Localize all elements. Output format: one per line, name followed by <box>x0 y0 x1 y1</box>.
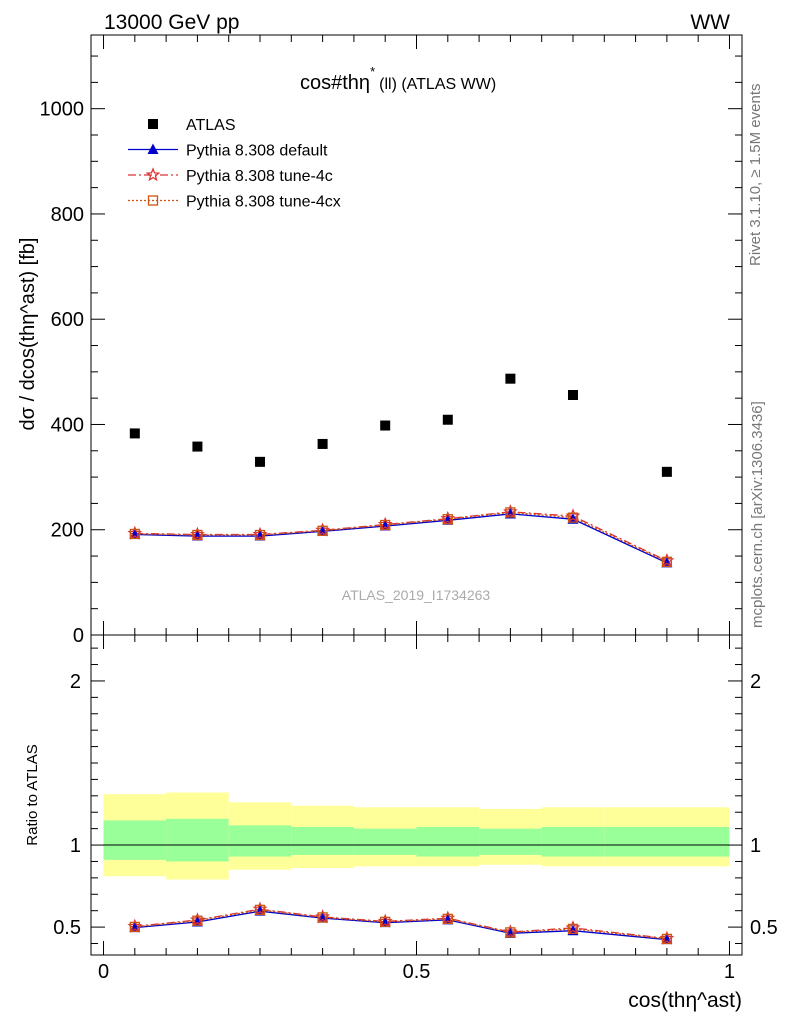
chart-title-main: cos#thη <box>300 72 370 94</box>
x-tick-label: 1 <box>724 961 735 983</box>
main-point-pythia-8-308-tune-4cx <box>661 556 673 567</box>
main-y-tick-label: 600 <box>51 309 84 331</box>
ratio-point-pythia-8-308-tune-4cx <box>505 927 516 938</box>
ratio-stat-band <box>228 825 292 857</box>
main-point-pythia-8-308-tune-4cx <box>567 512 579 523</box>
main-y-tick-label: 800 <box>51 204 84 226</box>
main-panel: 0 200 400 600 800 1000 ATLAS_2019_I1734263 co… <box>17 34 743 647</box>
main-y-tick-label: 0 <box>73 625 84 647</box>
ratio-y-tick-labels: 0.5 0.5 1 1 2 2 <box>53 671 778 939</box>
ratio-stat-band <box>103 820 167 860</box>
main-point-atlas <box>317 438 328 449</box>
analysis-watermark: ATLAS_2019_I1734263 <box>342 587 491 603</box>
ratio-line-pythia-8-308-default <box>134 910 667 941</box>
main-point-atlas <box>192 441 203 452</box>
main-line-pythia-8-308-default <box>134 513 668 564</box>
ratio-y-axis-label: Ratio to ATLAS <box>24 744 41 845</box>
chart-title-superscript: * <box>370 64 375 79</box>
chart-title-rest: (ll) (ATLAS WW) <box>379 76 496 93</box>
ratio-axis-ticks <box>91 635 742 955</box>
legend-marker-atlas <box>148 119 158 129</box>
x-tick-label: 0.5 <box>403 961 431 983</box>
ratio-point-pythia-8-308-tune-4cx <box>661 933 673 945</box>
ratio-stat-band <box>291 827 354 855</box>
ratio-point-pythia-8-308-tune-4cx <box>567 923 579 935</box>
ratio-point-pythia-8-308-tune-4cx <box>192 915 203 926</box>
ratio-stat-band <box>353 828 417 855</box>
chart-title: cos#thη* (ll) (ATLAS WW) <box>300 64 496 94</box>
main-y-axis-label: dσ / dcos(thη^ast) [fb] <box>17 238 39 431</box>
ratio-frame <box>90 634 743 956</box>
main-series-markers <box>127 373 675 568</box>
x-axis-label: cos(thη^ast) <box>628 989 742 1012</box>
ratio-y-tick-label: 1 <box>70 835 81 857</box>
x-tick-label: 0 <box>98 961 109 983</box>
main-series-lines <box>134 511 668 564</box>
main-point-pythia-8-308-tune-4cx <box>442 514 453 525</box>
rivet-version-label: Rivet 3.1.10, ≥ 1.5M events <box>747 84 764 267</box>
main-point-atlas <box>661 466 672 477</box>
ratio-point-pythia-8-308-tune-4cx <box>254 904 266 916</box>
ratio-y-tick-label: 2 <box>70 671 81 693</box>
ratio-y-tick-label-right: 2 <box>750 671 761 693</box>
legend-marker-pythia-8-308-default <box>147 143 159 154</box>
main-point-atlas <box>505 373 516 384</box>
ratio-point-pythia-8-308-tune-4cx <box>129 921 140 933</box>
ratio-point-pythia-8-308-tune-4cx <box>317 912 328 923</box>
ratio-stat-band <box>166 818 229 862</box>
header-right-label: WW <box>690 11 730 34</box>
ratio-panel: 0.5 0.51 12 2 Ratio to ATLAS 0 0.5 1 cos(thη^… <box>24 634 778 1012</box>
legend: ATLAS Pythia 8.308 default Pythia 8.308 tu… <box>128 117 341 211</box>
main-point-atlas <box>442 414 453 425</box>
main-point-pythia-8-308-tune-4cx <box>192 529 203 541</box>
main-y-tick-label: 200 <box>51 520 84 542</box>
ratio-line-pythia-8-308-tune-4c <box>134 908 667 940</box>
ratio-stat-band <box>479 828 542 855</box>
main-y-tick-label: 1000 <box>40 99 85 121</box>
legend-marker-pythia-8-308-tune-4cx <box>147 195 159 206</box>
mcplots-reference-label: mcplots.cern.ch [arXiv:1306.3436] <box>749 401 766 628</box>
header-left-label: 13000 GeV pp <box>104 11 239 34</box>
ratio-series-markers <box>127 901 675 945</box>
main-point-atlas <box>255 456 266 467</box>
ratio-stat-band <box>416 827 480 857</box>
ratio-stat-band <box>604 827 730 857</box>
main-y-tick-label: 400 <box>51 414 84 436</box>
ratio-stat-band <box>541 827 605 857</box>
main-line-pythia-8-308-tune-4c <box>134 511 668 562</box>
main-axis-ticks <box>91 35 742 636</box>
ratio-y-tick-label: 0.5 <box>53 917 81 939</box>
legend-label-pythia-8-308-default: Pythia 8.308 default <box>186 143 328 160</box>
legend-marker-pythia-8-308-tune-4c <box>145 167 161 182</box>
legend-label-pythia-8-308-tune-4cx: Pythia 8.308 tune-4cx <box>186 194 341 211</box>
main-point-atlas <box>567 390 578 400</box>
main-line-pythia-8-308-tune-4cx <box>134 511 668 563</box>
main-point-atlas <box>129 428 140 439</box>
main-point-pythia-8-308-tune-4cx <box>317 525 328 536</box>
ratio-point-pythia-8-308-tune-4cx <box>442 913 453 925</box>
main-point-pythia-8-308-tune-4cx <box>380 519 391 531</box>
ratio-y-tick-label-right: 1 <box>750 835 761 857</box>
ratio-uncertainty-bands <box>103 792 730 880</box>
main-point-atlas <box>380 420 391 431</box>
main-y-tick-labels: 0 200 400 600 800 1000 <box>40 99 85 647</box>
ratio-series-lines <box>134 908 667 941</box>
legend-label-pythia-8-308-tune-4c: Pythia 8.308 tune-4c <box>186 168 333 185</box>
ratio-line-pythia-8-308-tune-4cx <box>134 909 667 940</box>
legend-label-atlas: ATLAS <box>186 117 236 134</box>
ratio-point-pythia-8-308-tune-4cx <box>380 916 391 928</box>
main-point-pythia-8-308-tune-4cx <box>129 528 140 540</box>
main-point-pythia-8-308-tune-4cx <box>505 507 516 518</box>
x-tick-labels: 0 0.5 1 <box>98 961 735 983</box>
ratio-y-tick-label-right: 0.5 <box>750 917 778 939</box>
main-point-pythia-8-308-tune-4cx <box>254 529 266 541</box>
